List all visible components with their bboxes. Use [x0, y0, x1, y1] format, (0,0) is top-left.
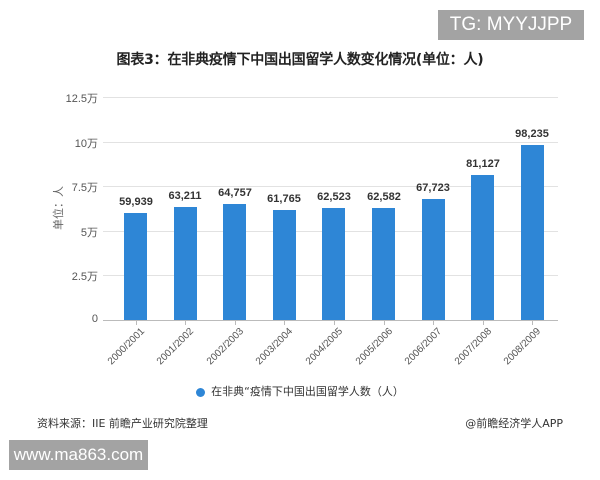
y-tick-label: 0 — [91, 313, 98, 325]
source-note: 资料来源：IIE 前瞻产业研究院整理 — [37, 417, 208, 430]
bar — [471, 175, 494, 320]
x-tick-mark — [185, 321, 186, 325]
legend-dot-icon — [196, 387, 206, 397]
bar-value-label: 61,765 — [267, 193, 301, 205]
x-tick-label: 2008/2009 — [501, 326, 543, 368]
bar — [521, 145, 544, 320]
bar-value-label: 63,211 — [168, 190, 202, 202]
x-tick-label: 2000/2001 — [105, 326, 147, 368]
x-tick-label: 2007/2008 — [452, 326, 494, 368]
legend-label: 在非典“疫情下中国出国留学人数（人） — [211, 385, 404, 398]
credit-note: @前瞻经济学人APP — [465, 417, 563, 430]
x-tick-mark — [384, 321, 385, 325]
bar — [422, 199, 445, 320]
gridline — [103, 186, 558, 187]
bar — [124, 213, 147, 320]
y-tick-label: 7.5万 — [71, 182, 98, 194]
bar-value-label: 81,127 — [466, 158, 500, 170]
bar — [223, 204, 246, 320]
bar-chart: 单位：人 0 2.5万 5万 7.5万 10万 12.5万 59,939 2000/2001 6… — [52, 93, 558, 368]
y-tick-label: 10万 — [74, 138, 98, 150]
x-tick-label: 2006/2007 — [402, 326, 444, 368]
bar-value-label: 59,939 — [119, 196, 153, 208]
bar-value-label: 98,235 — [515, 128, 549, 140]
bar-value-label: 62,582 — [367, 191, 401, 203]
gridline — [103, 97, 558, 98]
x-tick-mark — [433, 321, 434, 325]
x-tick-label: 2001/2002 — [154, 326, 196, 368]
gridline — [103, 142, 558, 143]
x-tick-mark — [136, 321, 137, 325]
bar-value-label: 64,757 — [218, 187, 252, 199]
watermark-badge-tg: TG: MYYJJPP — [438, 10, 584, 40]
y-tick-label: 12.5万 — [65, 93, 98, 105]
x-tick-label: 2004/2005 — [303, 326, 345, 368]
bar — [372, 208, 395, 320]
y-tick-label: 5万 — [80, 227, 98, 239]
bar-value-label: 62,523 — [317, 191, 351, 203]
chart-title: 图表3：在非典疫情下中国出国留学人数变化情况(单位：人) — [116, 52, 484, 68]
bar — [273, 210, 296, 320]
x-tick-mark — [334, 321, 335, 325]
x-tick-label: 2003/2004 — [253, 326, 295, 368]
x-tick-label: 2005/2006 — [353, 326, 395, 368]
x-tick-label: 2002/2003 — [204, 326, 246, 368]
x-axis-line — [103, 320, 558, 321]
bar — [174, 207, 197, 320]
bar-value-label: 67,723 — [416, 182, 450, 194]
watermark-badge-site: www.ma863.com — [9, 440, 148, 470]
x-tick-mark — [235, 321, 236, 325]
legend: 在非典“疫情下中国出国留学人数（人） — [0, 383, 600, 399]
x-tick-mark — [532, 321, 533, 325]
x-tick-mark — [284, 321, 285, 325]
x-tick-mark — [483, 321, 484, 325]
y-tick-label: 2.5万 — [71, 271, 98, 283]
bar — [322, 208, 345, 320]
